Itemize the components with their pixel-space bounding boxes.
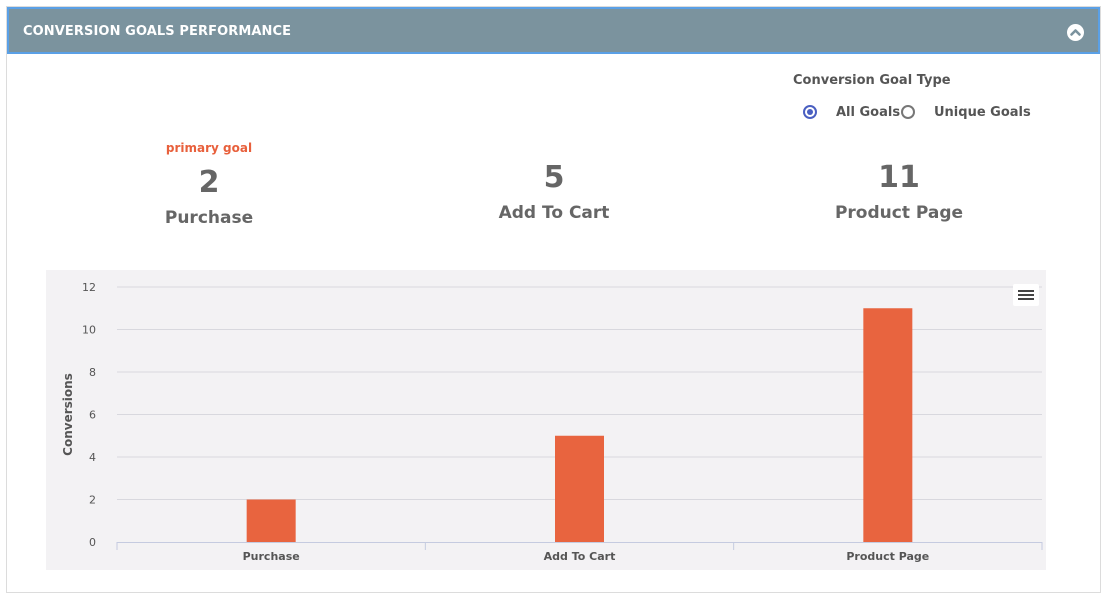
metric-tag	[779, 136, 1019, 152]
y-tick-label: 8	[89, 366, 96, 379]
radio-unique-goals-button[interactable]	[901, 105, 915, 119]
y-tick-label: 2	[89, 494, 96, 507]
metric-purchase: primary goal 2 Purchase	[89, 141, 329, 228]
y-tick-label: 6	[89, 409, 96, 422]
x-category-label: Product Page	[846, 550, 929, 563]
metric-value: 11	[878, 160, 920, 195]
metric-add-to-cart: 5 Add To Cart	[434, 136, 674, 223]
chart-svg: 0 2 4 6 8 10 12 Purchase Add To Cart Product Page…	[61, 281, 1043, 563]
metric-label: Purchase	[164, 208, 254, 228]
chevron-up-circle-icon[interactable]	[1067, 24, 1084, 41]
conversions-bar-chart: 0 2 4 6 8 10 12 Purchase Add To Cart Product Page…	[46, 270, 1046, 570]
radio-unique-goals[interactable]: Unique Goals	[901, 102, 1031, 122]
bar-product-page[interactable]	[863, 308, 913, 542]
radio-all-goals-button[interactable]	[803, 105, 817, 119]
goal-type-label: Conversion Goal Type	[793, 73, 951, 88]
bar-purchase[interactable]	[246, 499, 296, 543]
radio-unique-goals-label[interactable]: Unique Goals	[934, 104, 1031, 120]
y-tick-label: 12	[82, 281, 96, 294]
radio-all-goals[interactable]: All Goals	[803, 102, 900, 122]
x-category-label: Purchase	[243, 550, 300, 563]
y-tick-label: 0	[89, 536, 96, 549]
panel-title: CONVERSION GOALS PERFORMANCE	[23, 24, 292, 39]
x-category-label: Add To Cart	[544, 550, 616, 563]
bar-add-to-cart[interactable]	[555, 435, 604, 542]
metric-value: 2	[198, 165, 220, 200]
metric-value: 5	[543, 160, 565, 195]
metric-product-page: 11 Product Page	[779, 136, 1019, 223]
y-tick-label: 4	[89, 451, 96, 464]
radio-all-goals-label[interactable]: All Goals	[836, 104, 901, 120]
hamburger-menu-icon[interactable]	[1013, 284, 1039, 306]
panel-header: CONVERSION GOALS PERFORMANCE	[7, 7, 1100, 54]
primary-goal-tag: primary goal	[165, 141, 253, 155]
metric-label: Add To Cart	[498, 203, 610, 223]
metric-tag	[434, 136, 674, 152]
y-axis-title: Conversions	[61, 373, 75, 456]
metric-label: Product Page	[834, 203, 964, 223]
y-tick-label: 10	[82, 324, 96, 337]
